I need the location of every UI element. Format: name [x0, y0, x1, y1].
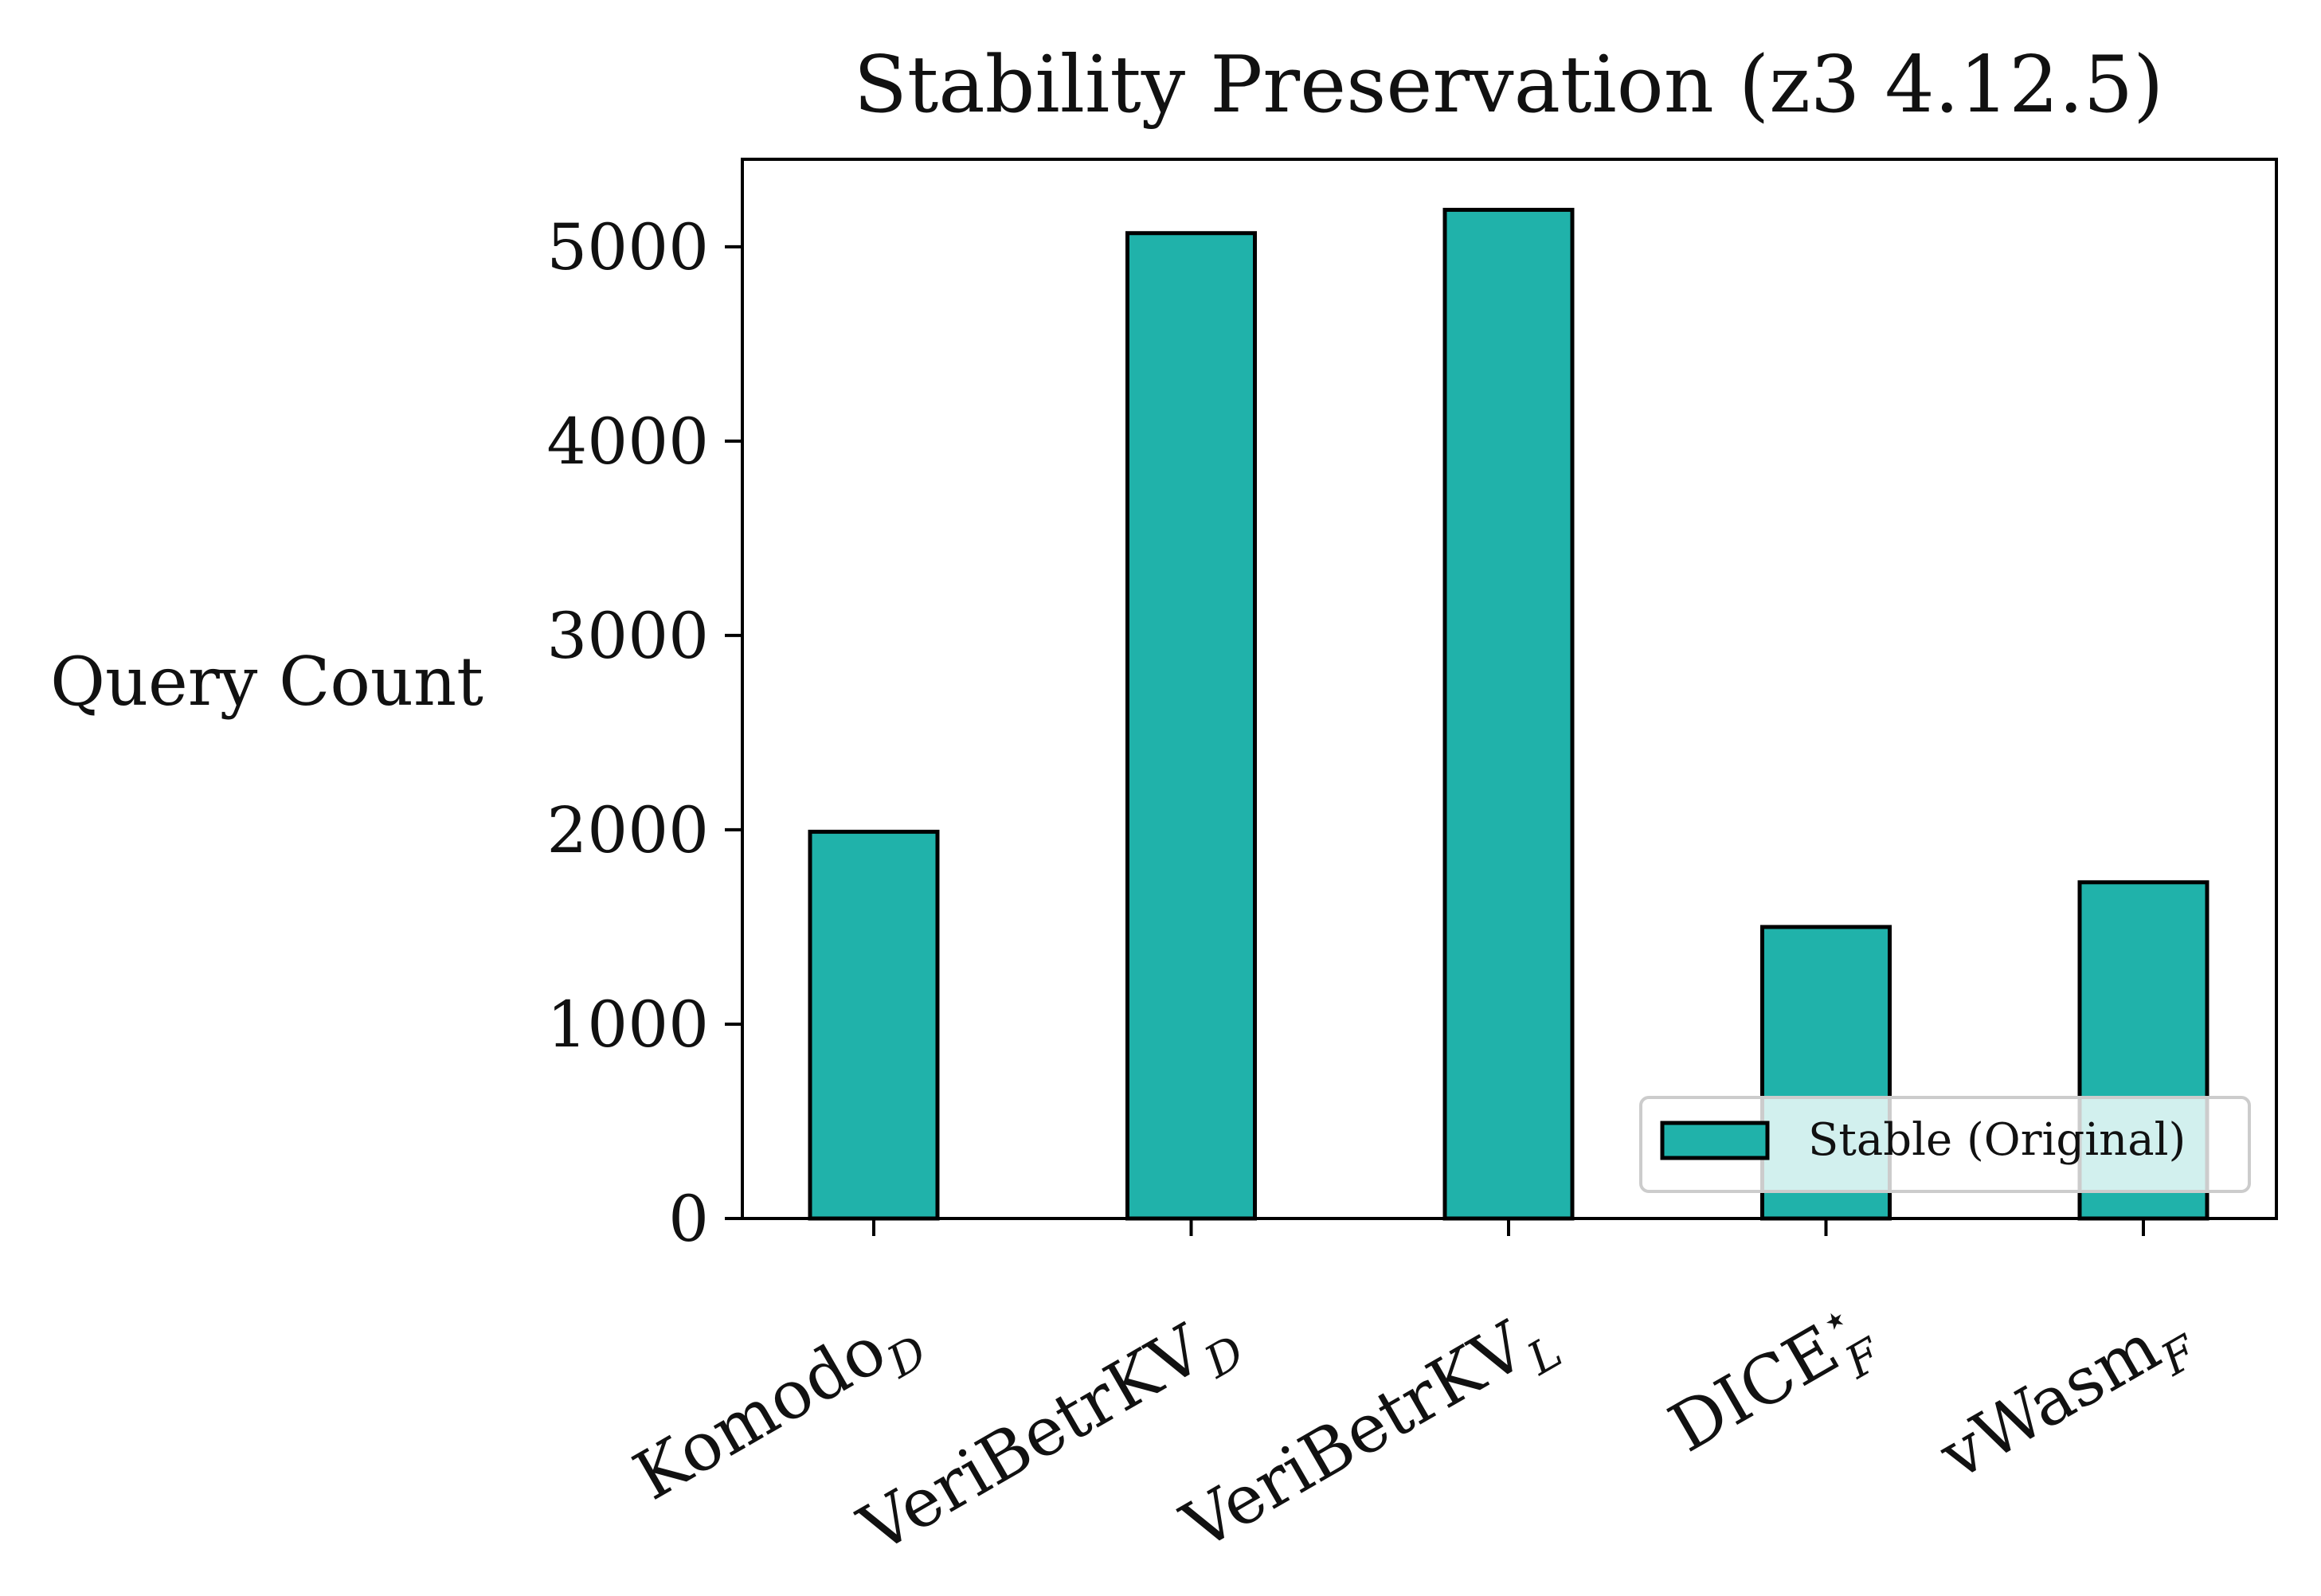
y-axis-ticks: 0 1000 2000 3000 4000 5000	[546, 210, 742, 1256]
chart-title: Stability Preservation (z3 4.12.5)	[854, 40, 2164, 131]
bar-3	[1442, 207, 1575, 1221]
legend-swatch	[1660, 1121, 1770, 1160]
x-tick-label: vWasmF	[1926, 1291, 2207, 1505]
y-tick-label: 1000	[546, 988, 709, 1062]
legend-box	[1639, 1096, 2251, 1193]
y-tick-label: 5000	[546, 210, 709, 284]
y-tick-label: 3000	[546, 599, 709, 673]
y-tick-label: 0	[668, 1182, 709, 1256]
y-tick-label: 2000	[546, 793, 709, 867]
bars-group	[808, 207, 2209, 1221]
y-axis-label: Query Count	[50, 643, 483, 721]
y-tick-label: 4000	[546, 405, 709, 479]
legend: Stable (Original)	[1639, 1096, 2251, 1193]
bar-2	[1125, 231, 1257, 1221]
legend-label: Stable (Original)	[1808, 1114, 2186, 1166]
x-tick-label: DICE⋆F	[1654, 1286, 1891, 1481]
bar-1	[808, 829, 940, 1221]
